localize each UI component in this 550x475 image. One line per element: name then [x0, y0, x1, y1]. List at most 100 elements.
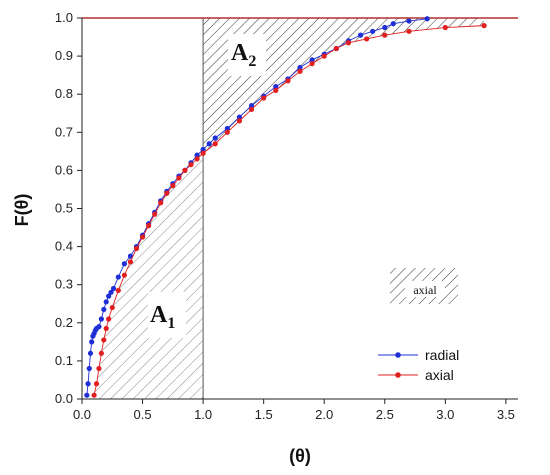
- legend-box: [370, 338, 480, 390]
- legend-marker-axial: [395, 372, 401, 378]
- data-point-axial: [103, 325, 109, 332]
- data-point-axial: [333, 45, 339, 52]
- data-point-radial: [309, 57, 315, 63]
- x-tick-label: 1.5: [255, 407, 273, 422]
- series-line-axial: [93, 25, 485, 396]
- data-point-radial: [85, 381, 91, 387]
- y-axis-title: F(θ): [12, 194, 32, 227]
- area-label-a2-sub: 2: [248, 53, 256, 70]
- hatched-area-a1: [94, 153, 204, 399]
- data-point-axial: [115, 287, 121, 294]
- x-tick-label: 2.0: [315, 407, 333, 422]
- data-point-axial: [212, 141, 218, 147]
- data-point-radial: [297, 64, 303, 71]
- x-ticks: 0.0 0.5 1.0 1.5 2.0 2.5 3.0 3.5: [73, 399, 515, 422]
- data-point-axial: [321, 53, 327, 59]
- data-point-radial: [84, 392, 90, 398]
- y-tick-label: 0.6: [55, 162, 73, 177]
- hatched-area-a2: [203, 18, 485, 154]
- legend-marker-radial: [395, 352, 401, 358]
- hatch-legend: axial: [390, 268, 458, 304]
- y-ticks: 0.0 0.1 0.2 0.3 0.4 0.5 0.6 0.7 0.8 0.9 1.0: [55, 10, 82, 406]
- data-point-radial: [89, 339, 95, 345]
- data-point-axial: [182, 167, 188, 173]
- data-point-radial: [248, 103, 255, 109]
- series-layer: [84, 16, 487, 398]
- y-tick-label: 0.7: [55, 124, 73, 139]
- data-point-radial: [115, 274, 121, 280]
- data-point-axial: [261, 95, 267, 101]
- data-point-axial: [273, 87, 279, 93]
- data-point-radial: [103, 299, 109, 305]
- data-point-radial: [110, 285, 117, 292]
- data-point-axial: [481, 23, 487, 29]
- data-point-axial: [109, 304, 115, 311]
- y-tick-label: 0.2: [55, 315, 73, 330]
- data-point-axial: [285, 78, 291, 84]
- area-label-a2: A2: [228, 34, 266, 76]
- data-point-axial: [98, 350, 104, 356]
- data-point-radial: [101, 306, 107, 313]
- data-point-radial: [194, 152, 200, 158]
- data-point-radial: [200, 146, 206, 153]
- data-point-radial: [382, 24, 388, 31]
- x-axis-title: (θ): [289, 446, 311, 466]
- data-point-axial: [133, 245, 140, 252]
- data-point-axial: [236, 118, 243, 124]
- data-point-radial: [406, 18, 412, 24]
- x-tick-label: 0.5: [134, 407, 152, 422]
- data-point-radial: [424, 16, 430, 22]
- data-point-axial: [91, 392, 97, 398]
- data-point-axial: [146, 223, 152, 229]
- data-point-axial: [121, 272, 127, 278]
- y-tick-label: 0.3: [55, 277, 73, 292]
- area-label-a1-base: A: [150, 302, 168, 328]
- area-label-a1: A1: [148, 292, 186, 338]
- data-point-radial: [106, 293, 112, 299]
- data-point-radial: [357, 32, 364, 38]
- data-point-radial: [127, 253, 134, 259]
- area-label-a2-base: A: [231, 40, 249, 66]
- data-point-axial: [127, 259, 134, 265]
- data-point-axial: [106, 316, 112, 322]
- y-tick-label: 1.0: [55, 10, 73, 25]
- data-point-axial: [248, 106, 255, 113]
- y-tick-label: 0.0: [55, 391, 73, 406]
- data-point-radial: [224, 125, 230, 132]
- data-point-axial: [101, 337, 107, 343]
- area-label-a1-sub: 1: [167, 315, 175, 332]
- x-tick-label: 2.5: [376, 407, 394, 422]
- data-point-radial: [86, 365, 92, 372]
- data-point-axial: [364, 36, 370, 42]
- data-point-axial: [158, 200, 164, 206]
- data-point-radial: [390, 21, 396, 27]
- svg-text:A2: A2: [231, 40, 256, 70]
- y-tick-label: 0.4: [55, 239, 73, 254]
- x-tick-label: 1.0: [194, 407, 212, 422]
- data-point-axial: [164, 190, 170, 196]
- data-point-radial: [98, 316, 104, 322]
- svg-text:A1: A1: [150, 302, 175, 332]
- data-point-radial: [96, 324, 102, 330]
- data-point-axial: [382, 32, 388, 38]
- axes: 0.0 0.5 1.0 1.5 2.0 2.5 3.0 3.5 0.0 0.1 0.2 0.3 0.4…: [12, 10, 518, 466]
- data-point-axial: [96, 365, 102, 372]
- data-point-radial: [273, 83, 279, 90]
- x-tick-label: 0.0: [73, 407, 91, 422]
- x-tick-label: 3.5: [497, 407, 515, 422]
- data-point-axial: [309, 61, 315, 67]
- data-point-axial: [194, 156, 200, 162]
- data-point-axial: [442, 24, 448, 31]
- data-point-axial: [297, 68, 303, 74]
- data-point-radial: [370, 28, 376, 34]
- data-point-axial: [200, 150, 206, 156]
- data-point-axial: [345, 40, 352, 46]
- y-tick-label: 0.9: [55, 48, 73, 63]
- data-point-axial: [176, 175, 182, 181]
- data-point-radial: [236, 114, 243, 120]
- y-tick-label: 0.8: [55, 86, 73, 101]
- data-point-radial: [212, 135, 218, 141]
- series-legend: radial axial: [370, 338, 480, 390]
- data-point-axial: [139, 234, 146, 240]
